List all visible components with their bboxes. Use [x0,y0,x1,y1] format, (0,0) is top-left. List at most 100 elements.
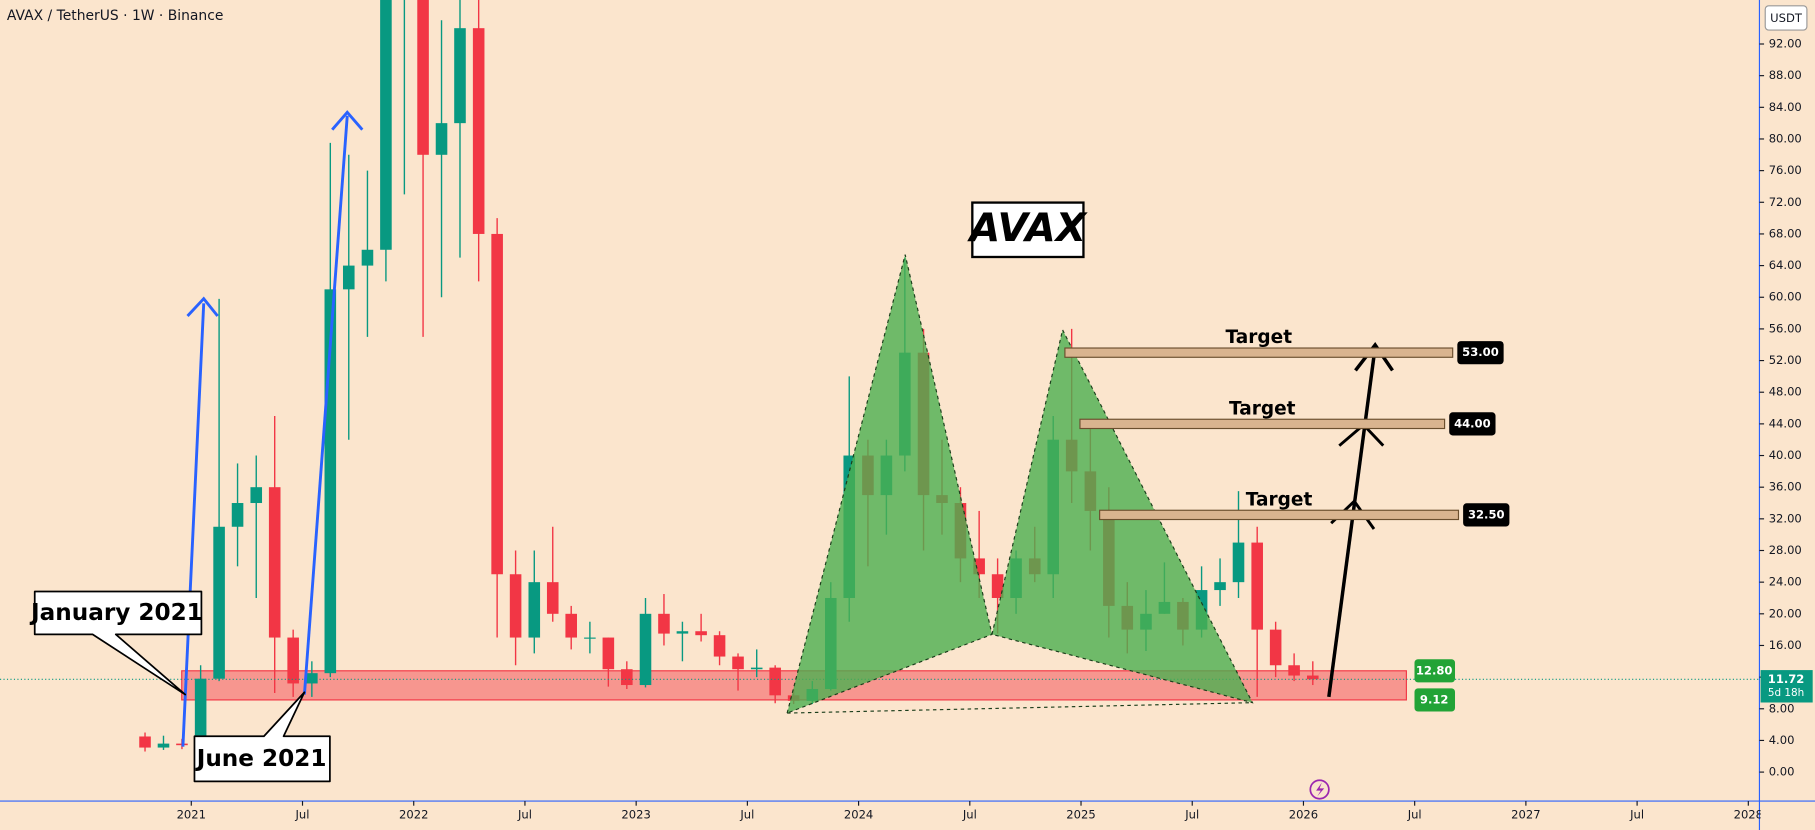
candle-body [231,503,244,527]
arrow-head [186,296,219,318]
last-price-tag [1760,670,1813,703]
price-tag [1449,412,1496,436]
price-tag-label: 12.80 [1416,663,1453,677]
axes: 0.004.008.0012.0016.0020.0024.0028.0032.… [177,37,1815,830]
currency: USDT [1770,11,1803,25]
price-tag-label: 53.00 [1462,345,1499,359]
y-tick-label: 8.00 [1769,701,1795,715]
candle-body [157,743,170,748]
arrow [181,303,206,747]
y-tick-label: 28.00 [1769,543,1802,557]
x-tick-label: Jul [517,807,532,821]
callout [193,691,331,783]
target-zone [1099,509,1460,521]
y-tick-label: 40.00 [1769,448,1802,462]
candle-body [621,669,633,686]
y-tick-label: 20.00 [1769,606,1802,620]
candle-body [380,0,392,250]
price-tag-label: 32.50 [1468,507,1505,521]
pattern-triangle [786,254,993,715]
x-tick-label: 2021 [177,807,206,821]
candle-body [1269,629,1282,666]
candle-body [639,613,652,686]
candle-body [509,574,522,638]
x-tick-label: 2024 [844,807,873,821]
y-tick-label: 56.00 [1769,321,1802,335]
x-tick-label: Jul [1407,807,1422,821]
target-zone [1079,418,1446,430]
candle-body [584,637,596,639]
y-tick-label: 36.00 [1769,480,1802,494]
candle-body [991,574,1004,598]
y-tick-label: 64.00 [1769,258,1802,272]
candle-body [194,678,207,746]
candle-body [528,582,541,638]
x-tick-label: Jul [1184,807,1199,821]
candle-body [750,667,763,670]
overlay: AVAX January 2021 June 2021 Target 53.00 T… [29,110,1510,800]
candle-body [713,635,726,657]
y-tick-label: 60.00 [1769,290,1802,304]
candle-body [213,526,225,679]
x-tick-label: 2023 [621,807,650,821]
arrow [1327,347,1377,698]
x-tick-label: Jul [295,807,310,821]
x-tick-label: Jul [1629,807,1644,821]
candle-body [658,613,670,634]
callout-text: June 2021 [195,746,327,772]
countdown: 5d 18h [1768,687,1804,699]
x-tick-label: 2028 [1734,807,1763,821]
y-tick-label: 44.00 [1769,416,1802,430]
candle-body [695,631,707,636]
candle-body [1307,675,1319,680]
arrow-head [331,110,364,131]
candle-body [769,667,781,696]
candle-body [287,637,299,684]
price-tag-label: 44.00 [1454,416,1491,430]
callout-text: January 2021 [29,600,203,626]
price-tag [1463,503,1510,527]
candle-body [1232,542,1245,583]
y-tick-label: 76.00 [1769,163,1802,177]
y-tick-label: 68.00 [1769,226,1802,240]
logo: AVAX [967,205,1088,251]
y-tick-label: 32.00 [1769,511,1802,525]
y-tick-label: 24.00 [1769,575,1802,589]
icon [1309,779,1330,800]
currency-box [1764,5,1808,31]
candle-body [454,28,466,124]
candle-body [732,656,744,670]
icon [1316,782,1325,797]
y-tick-label: 52.00 [1769,353,1802,367]
candle-body [361,249,374,266]
y-tick-label: 84.00 [1769,100,1802,114]
logo-box [971,201,1085,259]
candle-body [324,289,337,674]
target-label: Target [1229,398,1296,419]
y-tick-label: 80.00 [1769,131,1802,145]
x-tick-label: 2022 [399,807,428,821]
candle-body [435,123,448,155]
candle-body [472,28,485,234]
x-tick-label: 2026 [1289,807,1318,821]
price-tag [1457,341,1504,365]
candle-body [565,613,577,638]
target-zone [1064,347,1454,358]
axis-mask [1760,802,1815,830]
callout [33,590,203,696]
candle-body [139,736,151,748]
candle-body [1251,542,1263,630]
y-tick-label: 92.00 [1769,37,1802,51]
candle-body [306,673,318,684]
y-tick-label: 48.00 [1769,385,1802,399]
candle-body [602,637,615,670]
price-tag [1414,688,1456,712]
candle-body [268,487,281,638]
arrow-head [1354,342,1394,372]
price-tag-label: 9.12 [1420,692,1449,706]
candle-body [491,233,503,575]
y-tick-label: 4.00 [1769,733,1795,747]
candle-body [342,265,355,290]
